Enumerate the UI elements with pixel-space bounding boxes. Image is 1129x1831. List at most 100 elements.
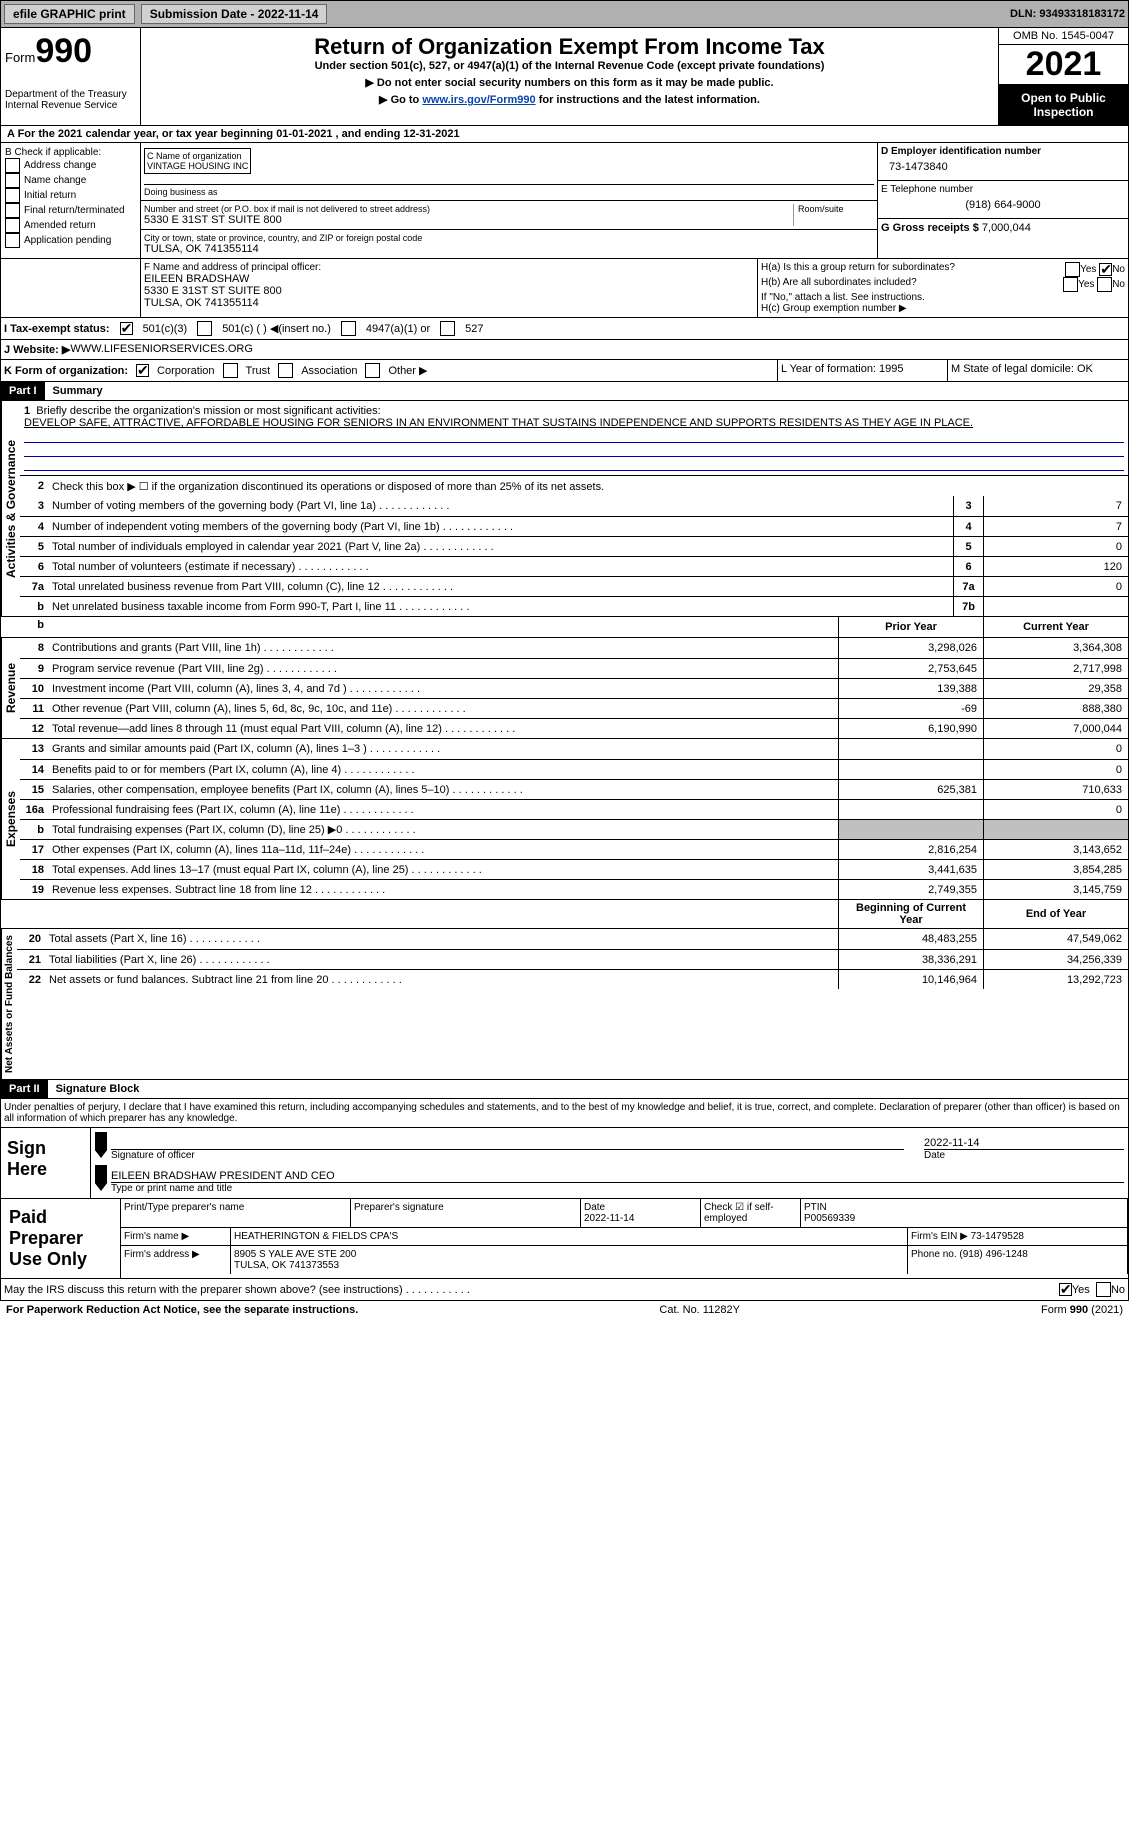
j-lbl: J Website: ▶ [4, 343, 70, 356]
form-header: Form990 Department of the Treasury Inter… [0, 28, 1129, 126]
footer-left: For Paperwork Reduction Act Notice, see … [6, 1304, 358, 1316]
discuss-no: No [1111, 1284, 1125, 1296]
officer-name: EILEEN BRADSHAW [144, 273, 754, 285]
revenue-section: Revenue 8Contributions and grants (Part … [0, 638, 1129, 739]
tab-netassets: Net Assets or Fund Balances [1, 929, 17, 1079]
i-lbl: I Tax-exempt status: [4, 323, 110, 335]
i-4947-checkbox[interactable] [341, 321, 356, 336]
section-h: H(a) Is this a group return for subordin… [758, 259, 1128, 317]
i-opt4: 527 [465, 323, 483, 335]
section-m: M State of legal domicile: OK [948, 360, 1128, 381]
b-opt-checkbox[interactable] [5, 203, 20, 218]
b-opt-checkbox[interactable] [5, 158, 20, 173]
k-corp-checkbox[interactable] [136, 364, 149, 377]
paid-preparer: Paid Preparer Use Only Print/Type prepar… [1, 1198, 1128, 1278]
hb-no-checkbox[interactable] [1097, 277, 1112, 292]
open-public: Open to Public Inspection [999, 85, 1128, 125]
line2: Check this box ▶ ☐ if the organization d… [48, 478, 1128, 495]
netassets-section: Net Assets or Fund Balances 20Total asse… [0, 929, 1129, 1080]
discuss-yes-checkbox[interactable] [1059, 1283, 1072, 1296]
firm-lbl: Firm's name ▶ [121, 1228, 231, 1246]
part2-header: Part II Signature Block [0, 1080, 1129, 1099]
k-assoc-checkbox[interactable] [278, 363, 293, 378]
firm-name: HEATHERINGTON & FIELDS CPA'S [231, 1228, 908, 1246]
activities-governance: Activities & Governance 1 Briefly descri… [0, 401, 1129, 617]
ptin-val: P00569339 [804, 1213, 855, 1224]
begin-year-hdr: Beginning of Current Year [838, 900, 983, 928]
i-opt3: 4947(a)(1) or [366, 323, 430, 335]
hc-lbl: H(c) Group exemption number ▶ [761, 303, 1125, 314]
discuss-row: May the IRS discuss this return with the… [0, 1279, 1129, 1301]
goto-post: for instructions and the latest informat… [536, 94, 760, 106]
sig-date: 2022-11-14 [924, 1137, 979, 1149]
city-lbl: City or town, state or province, country… [144, 233, 874, 243]
b-opt-label: Final return/terminated [24, 205, 125, 216]
line1: 1 Briefly describe the organization's mi… [20, 401, 1128, 476]
arrow-icon [95, 1132, 107, 1158]
irs-link[interactable]: www.irs.gov/Form990 [422, 94, 535, 106]
discuss-no-checkbox[interactable] [1096, 1282, 1111, 1297]
ha-yes: Yes [1080, 264, 1096, 275]
dln-label: DLN: 93493318183172 [1010, 8, 1125, 20]
section-b: B Check if applicable: Address changeNam… [1, 143, 141, 258]
addr-lbl: Number and street (or P.O. box if mail i… [144, 204, 789, 214]
officer-addr1: 5330 E 31ST ST SUITE 800 [144, 285, 754, 297]
hb-lbl: H(b) Are all subordinates included? [761, 277, 917, 292]
ein-val: 73-1473840 [881, 157, 1125, 177]
arrow-icon-2 [95, 1165, 107, 1191]
ha-yes-checkbox[interactable] [1065, 262, 1080, 277]
phone-val: (918) 496-1248 [959, 1249, 1027, 1260]
form-number: Form990 [5, 32, 136, 71]
b-opt-checkbox[interactable] [5, 218, 20, 233]
section-klm: K Form of organization: Corporation Trus… [0, 360, 1129, 382]
section-j: J Website: ▶ WWW.LIFESENIORSERVICES.ORG [0, 340, 1129, 360]
section-f: F Name and address of principal officer:… [141, 259, 758, 317]
i-501c-checkbox[interactable] [197, 321, 212, 336]
k-trust-checkbox[interactable] [223, 363, 238, 378]
k-assoc: Association [301, 365, 357, 377]
subtitle-1: Under section 501(c), 527, or 4947(a)(1)… [145, 60, 994, 72]
discuss-q: May the IRS discuss this return with the… [4, 1284, 1059, 1296]
info-grid: B Check if applicable: Address changeNam… [0, 143, 1129, 259]
end-year-hdr: End of Year [983, 900, 1128, 928]
prep-date-val: 2022-11-14 [584, 1213, 634, 1224]
room-lbl: Room/suite [794, 204, 874, 226]
submission-date-button[interactable]: Submission Date - 2022-11-14 [141, 4, 328, 24]
prep-date-hdr: Date [584, 1202, 605, 1213]
dba-lbl: Doing business as [144, 184, 874, 197]
part2-label: Part II [1, 1080, 48, 1098]
k-other-checkbox[interactable] [365, 363, 380, 378]
section-k: K Form of organization: Corporation Trus… [1, 360, 778, 381]
part1-title: Summary [45, 385, 103, 397]
firm-addr-lbl: Firm's address ▶ [121, 1246, 231, 1274]
tel-val: (918) 664-9000 [881, 195, 1125, 215]
sig-name-lbl: Type or print name and title [111, 1183, 1124, 1194]
discuss-yes: Yes [1072, 1284, 1090, 1296]
prep-name-hdr: Print/Type preparer's name [121, 1199, 351, 1228]
ptin-lbl: PTIN [804, 1202, 827, 1213]
goto-pre: ▶ Go to [379, 94, 422, 106]
hb-yes-checkbox[interactable] [1063, 277, 1078, 292]
i-opt2: 501(c) ( ) ◀(insert no.) [222, 322, 331, 335]
section-b-header: X b Prior Year Current Year [0, 617, 1129, 638]
i-527-checkbox[interactable] [440, 321, 455, 336]
mission-lbl: Briefly describe the organization's miss… [36, 405, 380, 417]
efile-print-button[interactable]: efile GRAPHIC print [4, 4, 135, 24]
sig-name: EILEEN BRADSHAW PRESIDENT AND CEO [111, 1170, 335, 1182]
netassets-header: X Beginning of Current Year End of Year [0, 900, 1129, 929]
b-opt-checkbox[interactable] [5, 188, 20, 203]
b-opt-checkbox[interactable] [5, 173, 20, 188]
b-opt-checkbox[interactable] [5, 233, 20, 248]
ha-no-checkbox[interactable] [1099, 263, 1112, 276]
i-501c3-checkbox[interactable] [120, 322, 133, 335]
i-opt1: 501(c)(3) [143, 323, 188, 335]
prior-year-hdr: Prior Year [838, 617, 983, 637]
ha-lbl: H(a) Is this a group return for subordin… [761, 262, 955, 277]
footer-cat: Cat. No. 11282Y [659, 1304, 740, 1316]
section-deg: D Employer identification number 73-1473… [878, 143, 1128, 258]
omb-number: OMB No. 1545-0047 [999, 28, 1128, 45]
sig-officer-lbl: Signature of officer [111, 1150, 904, 1161]
website-val: WWW.LIFESENIORSERVICES.ORG [70, 343, 253, 356]
sig-date-lbl: Date [924, 1150, 1124, 1161]
city-val: TULSA, OK 741355114 [144, 243, 874, 255]
